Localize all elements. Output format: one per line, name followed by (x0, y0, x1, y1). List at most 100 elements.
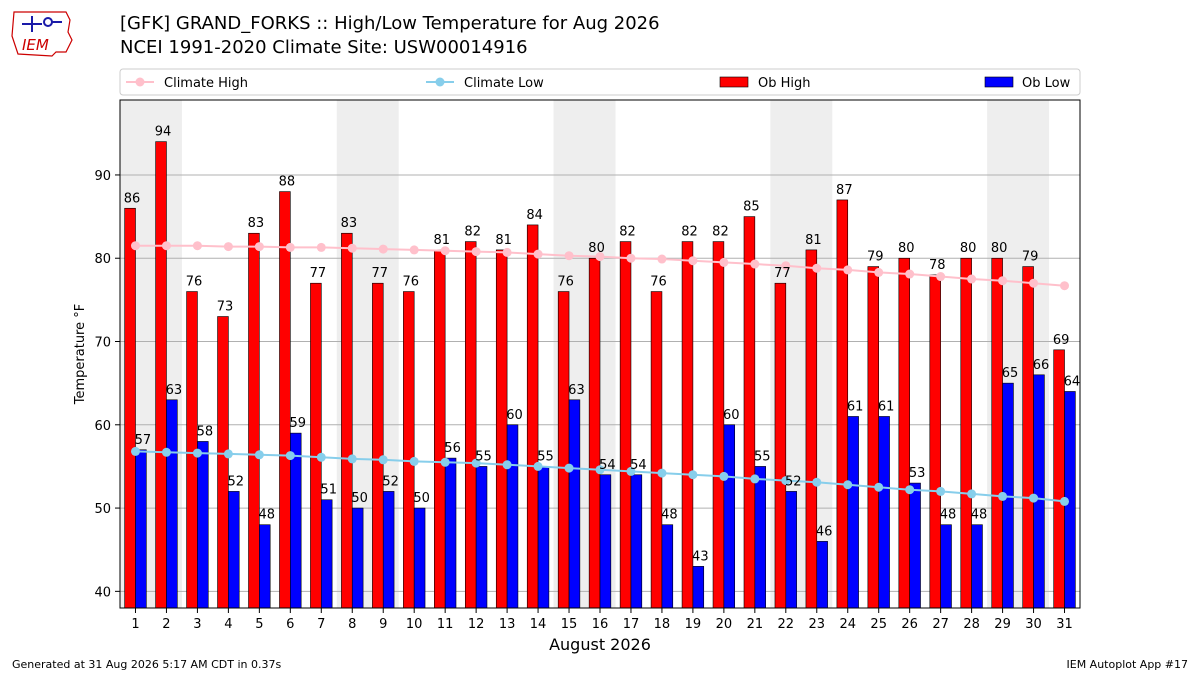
climate-low-point (161, 447, 171, 457)
x-tick-label: 23 (809, 617, 826, 632)
legend-frame (119, 68, 1081, 96)
bar-value-labels: 86 57 94 63 76 58 73 52 83 48 88 59 77 51 83 50 77 52 76 50… (124, 125, 1080, 565)
x-tick-label: 8 (348, 617, 356, 632)
app-id: IEM Autoplot App #17 (1066, 658, 1189, 671)
climate-high-point (843, 265, 853, 275)
ob-high-bar (248, 232, 260, 609)
climate-high-point (223, 242, 233, 252)
ob-high-value-label: 80 (898, 241, 915, 256)
ob-low-bar (630, 474, 643, 609)
climate-low-point (750, 474, 760, 484)
climate-high-point (378, 244, 388, 254)
ob-high-value-label: 87 (836, 183, 853, 198)
legend-ob-high-label: Ob High (758, 76, 811, 91)
climate-high-point (161, 241, 171, 251)
ob-low-value-label: 46 (816, 524, 833, 539)
climate-high-point (781, 261, 791, 271)
climate-low-point (905, 485, 915, 495)
ob-high-bar (341, 232, 353, 609)
climate-high-point (409, 245, 419, 255)
x-tick-label: 24 (839, 617, 856, 632)
ob-low-bar (568, 399, 581, 609)
ob-high-value-label: 81 (495, 233, 512, 248)
x-tick-label: 26 (901, 617, 918, 632)
y-tick-label: 80 (94, 252, 111, 267)
ob-low-bar (754, 466, 766, 609)
ob-low-bar (506, 424, 519, 609)
ob-high-value-label: 73 (217, 300, 234, 315)
ob-high-bar (464, 241, 477, 609)
ob-low-value-label: 66 (1033, 358, 1050, 373)
y-tick-label: 70 (94, 336, 111, 351)
x-tick-label: 14 (530, 617, 547, 632)
ob-high-value-label: 80 (960, 241, 977, 256)
climate-high-point (688, 256, 698, 266)
climate-low-point (812, 477, 822, 487)
x-tick-label: 12 (468, 617, 485, 632)
ob-high-bar (155, 141, 167, 609)
ob-high-value-label: 77 (310, 266, 327, 281)
ob-high-value-label: 82 (464, 225, 481, 240)
climate-low-point (626, 466, 636, 476)
iem-logo-graphic: IEM (11, 11, 73, 57)
climate-high-point (719, 257, 729, 267)
x-tick-label: 9 (379, 617, 387, 632)
title-block: [GFK] GRAND_FORKS :: High/Low Temperatur… (120, 12, 660, 60)
climate-low-point (998, 491, 1008, 501)
ob-low-bar (692, 566, 705, 609)
ob-high-bar (588, 257, 601, 609)
climate-high-point (533, 249, 543, 259)
x-tick-label: 20 (716, 617, 733, 632)
ob-low-bar (661, 524, 674, 609)
ob-low-value-label: 43 (692, 549, 709, 564)
ob-high-bar (774, 282, 787, 609)
x-tick-label: 29 (994, 617, 1011, 632)
ob-low-value-label: 63 (568, 383, 585, 398)
climate-low-point (409, 456, 419, 466)
ob-low-value-label: 60 (723, 408, 740, 423)
ob-low-value-label: 50 (351, 491, 368, 506)
ob-high-value-label: 84 (526, 208, 543, 223)
ob-low-value-label: 48 (661, 508, 678, 523)
y-tick-label: 60 (94, 419, 111, 434)
climate-low-point (1060, 496, 1070, 506)
ob-low-bar (197, 441, 209, 609)
ob-high-value-label: 76 (650, 275, 667, 290)
climate-high-point (347, 243, 357, 253)
climate-low-point (657, 468, 667, 478)
ob-low-bar (723, 424, 736, 609)
legend-ob-low-label: Ob Low (1022, 76, 1071, 91)
x-tick-label: 31 (1056, 617, 1073, 632)
x-tick-label: 25 (870, 617, 887, 632)
ob-high-bar (619, 241, 632, 609)
ob-high-value-label: 79 (1022, 250, 1039, 265)
ob-low-value-label: 52 (785, 474, 802, 489)
climate-low-point (285, 451, 295, 461)
ob-high-bar (960, 257, 972, 609)
ob-high-bar (743, 216, 756, 609)
ob-low-bar (599, 474, 612, 609)
x-tick-label: 19 (685, 617, 702, 632)
legend-ob-high-swatch (719, 76, 749, 88)
ob-high-bar (403, 291, 415, 609)
x-tick-label: 3 (193, 617, 201, 632)
ob-low-value-label: 65 (1002, 366, 1019, 381)
ob-high-value-label: 80 (588, 241, 605, 256)
y-tick-label: 50 (94, 502, 111, 517)
climate-low-point (440, 457, 450, 467)
climate-low-point (1029, 493, 1039, 503)
ob-high-bar (712, 241, 725, 609)
ob-high-bar (805, 249, 818, 609)
ob-high-bar (495, 249, 508, 609)
climate-high-point (254, 242, 264, 252)
climate-high-point (936, 272, 946, 282)
climate-high-point (750, 259, 760, 269)
climate-low-point (533, 461, 543, 471)
ob-low-bar (351, 507, 364, 609)
climate-low-point (347, 454, 357, 464)
climate-low-point (874, 482, 884, 492)
climate-low-point (936, 486, 946, 496)
ob-low-value-label: 55 (754, 449, 771, 464)
ob-low-value-label: 61 (878, 399, 895, 414)
